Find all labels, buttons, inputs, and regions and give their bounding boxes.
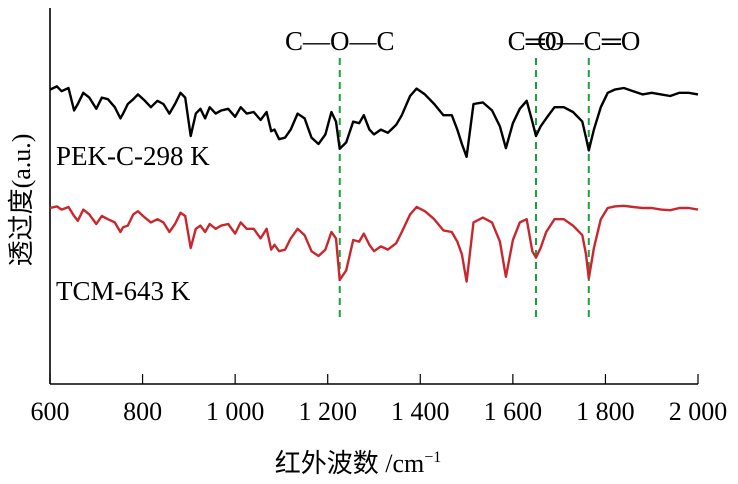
x-ticks <box>49 374 699 384</box>
x-tick-label: 800 <box>123 397 162 426</box>
x-tick-label: 2 000 <box>669 397 728 426</box>
annotation-label: C═O <box>508 26 565 56</box>
x-axis-label: 红外波数 /cm−1 <box>275 449 442 478</box>
series-line-0 <box>49 85 699 158</box>
y-axis-label: 透过度(a.u.) <box>7 134 36 267</box>
x-axis-label-main: 红外波数 /cm <box>275 449 425 478</box>
x-tick-label: 1 400 <box>391 397 450 426</box>
x-tick-label: 1 600 <box>484 397 543 426</box>
x-tick-labels: 600 800 1 000 1 200 1 400 1 600 1 800 2 000 <box>31 397 728 426</box>
annotation-label: C—O—C <box>285 26 395 56</box>
x-tick-label: 1 800 <box>576 397 635 426</box>
annotation-label: O—C═O <box>537 26 640 56</box>
series-label-pek: PEK-C-298 K <box>56 141 210 171</box>
x-tick-label: 1 200 <box>298 397 357 426</box>
series-line-1 <box>49 204 699 283</box>
series-label-tcm: TCM-643 K <box>56 276 191 306</box>
series-group <box>49 85 699 283</box>
annotation-labels: C—O—C C═OO—C═O <box>285 26 640 56</box>
x-tick-label: 1 000 <box>206 397 265 426</box>
x-axis-label-superscript: −1 <box>424 449 441 466</box>
x-tick-label: 600 <box>31 397 70 426</box>
